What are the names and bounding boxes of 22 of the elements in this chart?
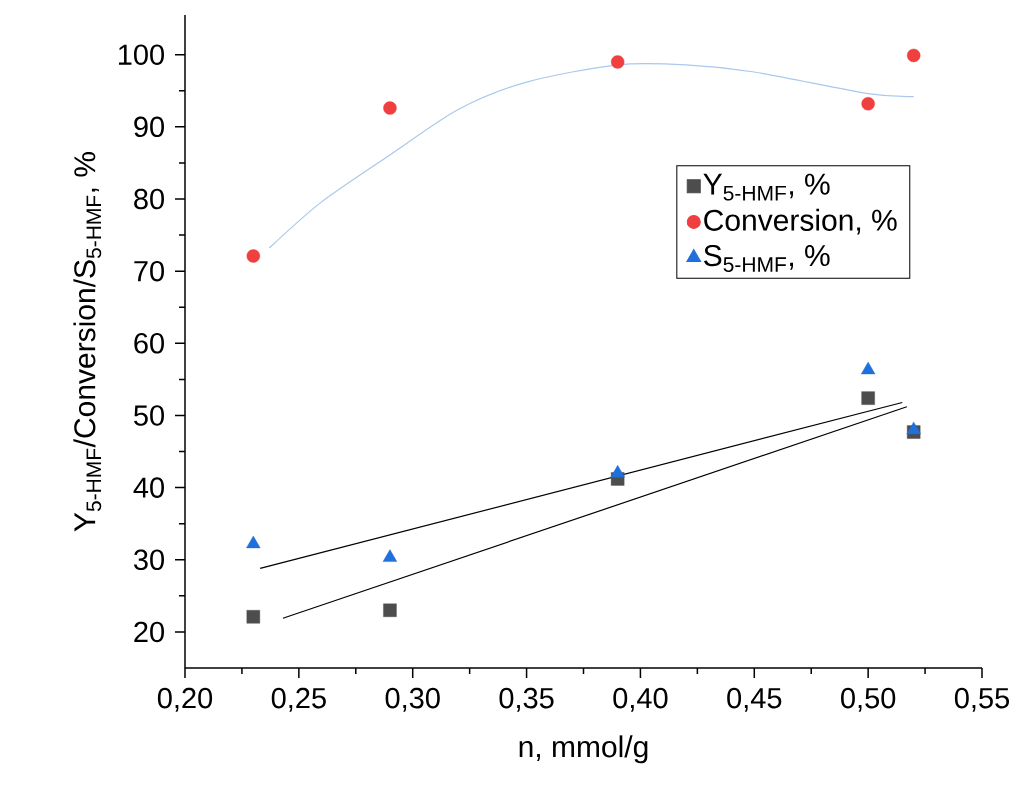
- y-tick-label: 80: [134, 188, 164, 210]
- y-tick-label: 60: [134, 333, 164, 354]
- y-tick-label: 30: [133, 549, 164, 571]
- x-tick-label: 0,30: [385, 687, 440, 712]
- y-tick-label: 70: [134, 260, 164, 282]
- x-tick-label: 0,45: [727, 687, 782, 712]
- y-tick-label: 90: [134, 116, 164, 138]
- x-tick-label: 0,20: [157, 687, 213, 712]
- y-axis-title: Y$_{5-HMF}$/Conversion/S$_{5-HMF}$, %: [73, 152, 102, 532]
- y-tick-label: 40: [133, 477, 164, 498]
- legend-label: Y$_{5-HMF}$, %: [703, 173, 830, 201]
- y-tick-label: 100: [118, 44, 164, 65]
- y-tick-label: 50: [134, 405, 164, 426]
- x-tick-label: 0,50: [841, 687, 896, 712]
- x-tick-label: 0,25: [271, 687, 326, 712]
- x-tick-label: 0,35: [499, 687, 554, 712]
- y-tick-label: 20: [134, 621, 164, 643]
- x-tick-label: 0,55: [954, 687, 1010, 712]
- legend-label: Conversion, %: [704, 208, 897, 235]
- x-tick-label: 0,40: [613, 687, 668, 712]
- x-axis-title: n, mmol/g: [519, 735, 648, 764]
- legend-label: S$_{5-HMF}$, %: [704, 244, 830, 272]
